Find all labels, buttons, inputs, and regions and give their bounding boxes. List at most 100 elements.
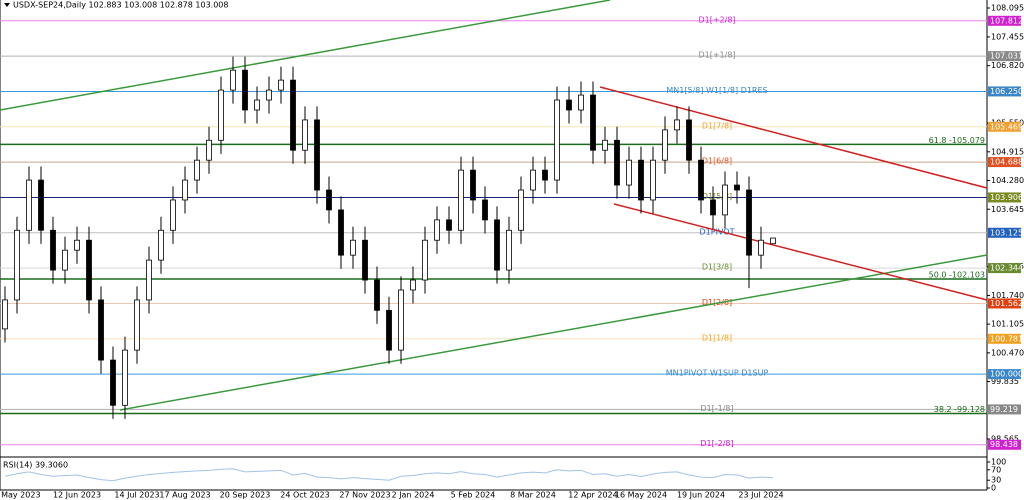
candle-body <box>50 229 56 271</box>
candle-body <box>770 237 776 245</box>
candle-body <box>542 169 548 181</box>
candle-body <box>650 159 656 201</box>
candle-body <box>494 219 500 271</box>
price-box <box>988 15 1021 26</box>
candle-body <box>422 239 428 281</box>
candle-body <box>626 159 632 186</box>
x-tick-label: 19 Jun 2024 <box>677 491 725 500</box>
price-box-label: 102.344 <box>990 264 1023 273</box>
candle-body <box>158 229 164 261</box>
trend-line <box>119 254 988 411</box>
candle-body <box>86 239 92 301</box>
candle-body <box>218 89 224 141</box>
candle-body <box>74 239 80 251</box>
price-box-label: 103.906 <box>990 193 1023 202</box>
candle-body <box>242 69 248 111</box>
candle-body <box>734 184 740 191</box>
x-tick-label: 2 Jan 2024 <box>392 491 435 500</box>
price-box-label: 98.438 <box>990 440 1018 449</box>
price-box <box>988 227 1021 238</box>
y-tick-label: 101.105 <box>991 320 1024 329</box>
level-text: D1[-1/8] <box>700 404 733 413</box>
candle-body <box>302 119 308 151</box>
y-tick-label: 106.820 <box>991 61 1024 70</box>
y-tick-label: 100.470 <box>991 348 1024 357</box>
price-box-label: 101.562 <box>990 299 1023 308</box>
chart-title: USDX-SEP24,Daily 102.883 103.008 102.878… <box>13 1 228 10</box>
candle-body <box>350 239 356 256</box>
level-text: D1[-2/8] <box>700 439 733 448</box>
candle-body <box>110 359 116 406</box>
candle-body <box>338 209 344 256</box>
price-box <box>988 298 1021 309</box>
candle-body <box>638 159 644 201</box>
price-box <box>988 192 1021 203</box>
candle-body <box>446 219 452 231</box>
y-tick-label: 99.835 <box>991 377 1019 386</box>
price-box <box>988 121 1021 132</box>
candle-body <box>578 94 584 111</box>
candle-body <box>134 299 140 351</box>
candle-body <box>566 99 572 111</box>
candle-body <box>62 249 68 271</box>
candle-body <box>590 94 596 151</box>
level-text: D1[6/8] <box>702 157 732 166</box>
fib-text: 61.8 -105.079 <box>929 136 985 145</box>
menu-arrow[interactable] <box>4 3 10 7</box>
candle-body <box>98 299 104 361</box>
price-box <box>988 369 1021 380</box>
candle-body <box>206 139 212 161</box>
price-box-label: 100.000 <box>990 370 1023 379</box>
candle-body <box>674 119 680 131</box>
candle-body <box>530 169 536 191</box>
price-box <box>988 86 1021 97</box>
rsi-title: RSI(14) 39.3060 <box>3 461 68 470</box>
candle-body <box>506 229 512 271</box>
price-box-label: 99.219 <box>990 405 1018 414</box>
trend-lines <box>0 0 988 411</box>
level-text: D1[1/8] <box>702 333 732 342</box>
rsi-tick-label: 100 <box>991 458 1006 467</box>
candle-body <box>722 184 728 216</box>
candle-body <box>602 139 608 151</box>
y-tick-label: 104.280 <box>991 176 1024 185</box>
level-text: D1PIVOT <box>700 227 735 236</box>
x-tick-label: 14 Jul 2023 <box>114 491 159 500</box>
x-tick-label: 23 Jul 2024 <box>738 491 783 500</box>
candle-body <box>362 239 368 281</box>
price-box <box>988 439 1021 450</box>
x-tick-label: 20 Sep 2023 <box>220 491 271 500</box>
level-text: MN1PIVOT W1SUP D1SUP <box>666 369 769 378</box>
level-text: D1[+2/8] <box>698 15 735 24</box>
price-box <box>988 333 1021 344</box>
candle-body <box>758 239 764 256</box>
candle-body <box>326 189 332 211</box>
y-tick-label: 101.740 <box>991 291 1024 300</box>
candle-body <box>554 99 560 181</box>
level-text: D1[+1/8] <box>698 51 735 60</box>
candle-body <box>170 199 176 231</box>
x-tick-label: 5 Feb 2024 <box>451 491 496 500</box>
candle-body <box>290 79 296 151</box>
x-tick-label: 12 Apr 2024 <box>568 491 617 500</box>
level-text: D1[2/8] <box>702 298 732 307</box>
price-box <box>988 51 1021 62</box>
rsi-line <box>4 468 774 482</box>
x-tick-label: 24 Oct 2023 <box>280 491 329 500</box>
x-tick-label: 16 May 2024 <box>615 491 667 500</box>
price-box-label: 105.469 <box>990 122 1023 131</box>
fib-text: 38.2 -99.128 <box>934 405 985 414</box>
candle-body <box>278 79 284 91</box>
candle-body <box>38 179 44 231</box>
rsi-tick-label: 0 <box>991 484 996 493</box>
price-box <box>988 263 1021 274</box>
candle-body <box>662 129 668 161</box>
candle-body <box>434 219 440 241</box>
x-tick-label: 9 May 2023 <box>0 491 41 500</box>
candle-body <box>182 179 188 201</box>
candle-body <box>146 259 152 301</box>
level-text: D1[7/8] <box>702 121 732 130</box>
trend-line <box>613 203 988 301</box>
level-text: D1[5/8] <box>702 192 732 201</box>
